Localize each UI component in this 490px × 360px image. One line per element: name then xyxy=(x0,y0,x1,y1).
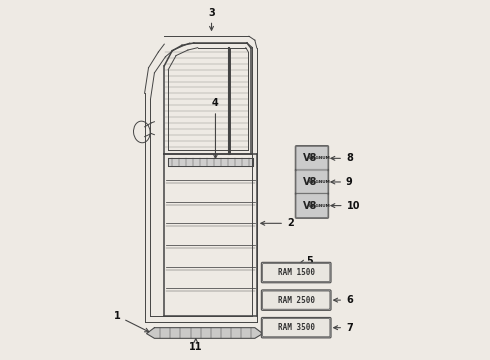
Text: RAM 3500: RAM 3500 xyxy=(278,323,315,332)
FancyBboxPatch shape xyxy=(263,264,330,282)
Text: V8: V8 xyxy=(303,153,317,163)
FancyBboxPatch shape xyxy=(261,318,331,338)
FancyBboxPatch shape xyxy=(261,290,331,310)
FancyBboxPatch shape xyxy=(261,262,331,283)
Text: 3: 3 xyxy=(208,8,215,30)
Text: 1: 1 xyxy=(114,311,149,332)
FancyBboxPatch shape xyxy=(263,319,330,337)
Ellipse shape xyxy=(133,121,150,143)
FancyBboxPatch shape xyxy=(296,146,328,170)
Text: 10: 10 xyxy=(331,201,360,211)
Text: V8: V8 xyxy=(303,177,317,187)
Text: 11: 11 xyxy=(189,339,202,352)
Text: V8: V8 xyxy=(303,201,317,211)
FancyBboxPatch shape xyxy=(296,170,328,194)
Text: 9: 9 xyxy=(331,177,353,187)
Text: RAM 1500: RAM 1500 xyxy=(278,268,315,277)
Polygon shape xyxy=(147,328,263,338)
FancyBboxPatch shape xyxy=(295,145,329,171)
Text: 8: 8 xyxy=(331,153,353,163)
Text: RAM 2500: RAM 2500 xyxy=(278,296,315,305)
FancyBboxPatch shape xyxy=(295,169,329,195)
Text: 5: 5 xyxy=(300,256,314,266)
Text: 2: 2 xyxy=(261,218,294,228)
Text: 6: 6 xyxy=(334,295,353,305)
Text: MAGNUM: MAGNUM xyxy=(308,204,330,208)
Text: MAGNUM: MAGNUM xyxy=(308,156,330,160)
FancyBboxPatch shape xyxy=(263,291,330,309)
Text: 7: 7 xyxy=(334,323,353,333)
FancyBboxPatch shape xyxy=(295,193,329,219)
Text: 4: 4 xyxy=(212,98,219,158)
FancyBboxPatch shape xyxy=(296,194,328,217)
Text: MAGNUM: MAGNUM xyxy=(308,180,330,184)
